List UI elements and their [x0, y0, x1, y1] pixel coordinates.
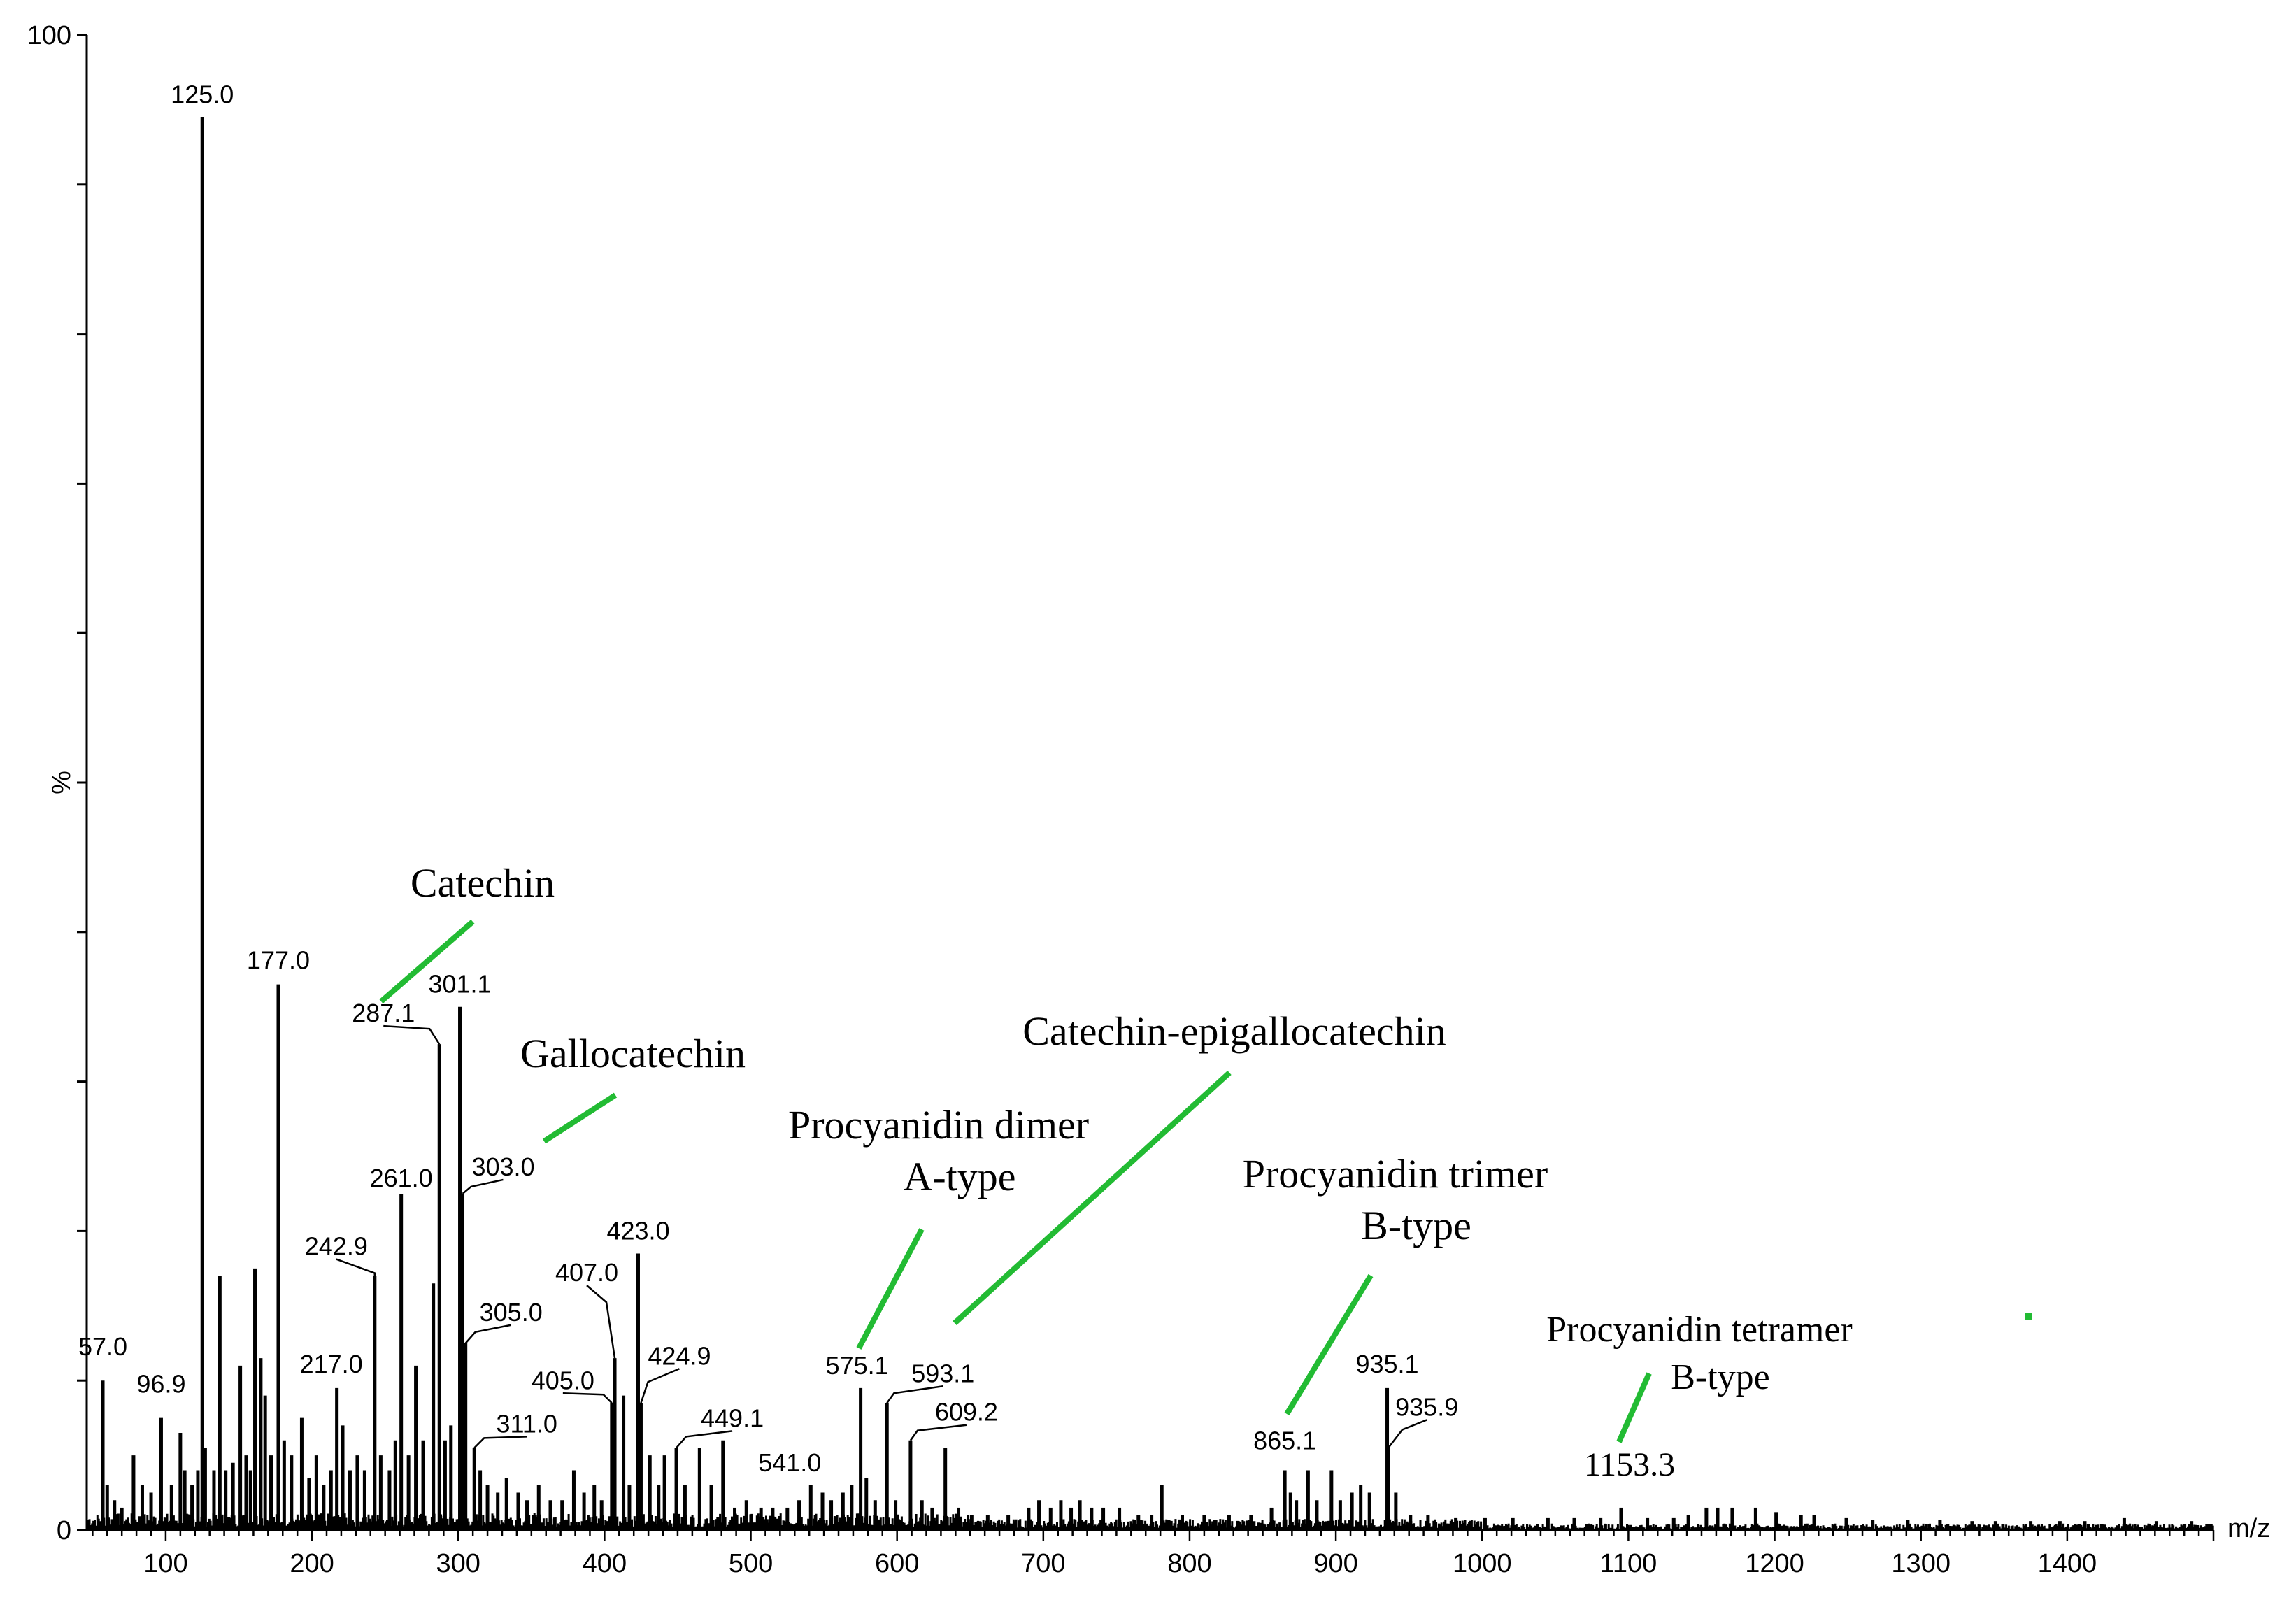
x-tick-label: 300: [436, 1549, 480, 1578]
peak-label: 301.1: [428, 970, 491, 999]
annotation-label: Gallocatechin: [520, 1031, 746, 1076]
y-axis-label: %: [47, 771, 76, 794]
peaks: [101, 117, 2194, 1530]
peak-label: 57.0: [78, 1332, 127, 1361]
stray-mark: [2025, 1313, 2032, 1320]
peak-label: 609.2: [935, 1398, 998, 1427]
peak-label: 424.9: [648, 1341, 711, 1370]
annotation-label: Procyanidin trimer: [1243, 1151, 1548, 1197]
peak-label: 217.0: [300, 1350, 363, 1378]
peak-label: 1153.3: [1584, 1446, 1675, 1483]
peak-label-leader: [640, 1368, 680, 1403]
annotation-label: B-type: [1671, 1357, 1770, 1397]
peak-label: 935.9: [1395, 1392, 1458, 1421]
x-tick-label: 1400: [2038, 1549, 2097, 1578]
peak-label: 177.0: [247, 946, 310, 975]
annotation-label: A-type: [903, 1154, 1015, 1199]
peak-label: 311.0: [497, 1409, 557, 1438]
peak-label-leader: [886, 1385, 943, 1403]
peak-label-leader: [676, 1430, 733, 1449]
x-tick-label: 100: [143, 1549, 187, 1578]
peak-label: 541.0: [758, 1448, 821, 1477]
x-tick-label: 500: [729, 1549, 773, 1578]
peak-label-leader: [336, 1258, 376, 1276]
x-axis-label: m/z: [2227, 1514, 2270, 1543]
annotations: Catechin Gallocatechin Procyanidin dimer A-…: [379, 860, 2032, 1443]
peak-label: 303.0: [471, 1152, 534, 1181]
peak-label: 865.1: [1253, 1426, 1316, 1455]
annotation-pointer: [542, 1092, 618, 1144]
y-tick-label: 0: [57, 1516, 71, 1545]
x-tick-label: 800: [1167, 1549, 1211, 1578]
annotation-pointer: [856, 1228, 925, 1350]
peak-labels: 57.0 96.9 125.0 177.0 217.0 242.9 261.0 287.1 30…: [78, 80, 1675, 1483]
peak-label-leader: [464, 1324, 511, 1344]
annotation-pointer: [379, 919, 475, 1004]
peak-label-leader: [473, 1436, 527, 1449]
peak-label-leader: [562, 1392, 613, 1404]
peak-label-leader: [1388, 1419, 1427, 1449]
peak-label: 305.0: [480, 1298, 543, 1327]
y-tick-label: 100: [27, 21, 71, 50]
peak-label: 125.0: [171, 80, 234, 109]
annotation-pointer: [1616, 1372, 1652, 1443]
peak-label: 261.0: [370, 1164, 433, 1192]
peak-label-leader: [586, 1285, 616, 1359]
peak-label-leader: [909, 1424, 967, 1441]
peak-label: 96.9: [136, 1370, 185, 1399]
peak-label: 935.1: [1355, 1350, 1418, 1378]
peak-label: 423.0: [606, 1216, 669, 1245]
peak-label: 575.1: [826, 1351, 889, 1380]
annotation-pointer: [953, 1071, 1232, 1325]
x-tick-label: 700: [1021, 1549, 1065, 1578]
peak-label: 242.9: [305, 1232, 368, 1261]
x-tick-label: 1100: [1600, 1549, 1657, 1578]
annotation-label: Catechin-epigallocatechin: [1022, 1008, 1446, 1054]
peak-label: 449.1: [701, 1403, 764, 1432]
peak-label: 407.0: [555, 1258, 618, 1287]
annotation-label: Catechin: [411, 860, 555, 906]
peak-label-leader: [383, 1024, 441, 1045]
peak-label: 593.1: [911, 1359, 974, 1387]
peak-label-leader: [462, 1178, 504, 1194]
axes: 1000%100 200 300 400 500 600 700 800 900 1000 1100…: [27, 21, 2271, 1578]
peak-label: 287.1: [352, 999, 415, 1027]
annotation-pointer: [1284, 1273, 1374, 1416]
x-tick-label: 900: [1313, 1549, 1357, 1578]
x-tick-label: 1300: [1891, 1549, 1951, 1578]
x-tick-label: 1000: [1453, 1549, 1512, 1578]
peak-label: 405.0: [532, 1366, 594, 1394]
annotation-label: Procyanidin dimer: [788, 1102, 1089, 1148]
x-tick-label: 200: [290, 1549, 334, 1578]
x-tick-label: 1200: [1745, 1549, 1804, 1578]
annotation-label: Procyanidin tetramer: [1546, 1310, 1853, 1350]
x-tick-label: 400: [583, 1549, 627, 1578]
x-tick-label: 600: [875, 1549, 919, 1578]
annotation-label: B-type: [1361, 1203, 1471, 1248]
